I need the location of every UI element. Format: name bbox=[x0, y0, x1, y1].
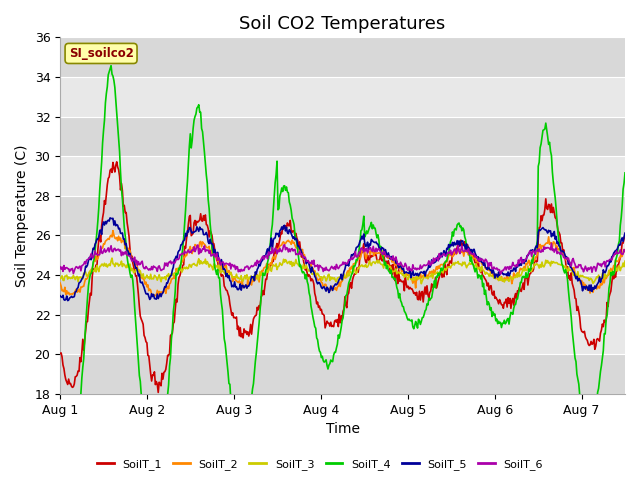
Legend: SoilT_1, SoilT_2, SoilT_3, SoilT_4, SoilT_5, SoilT_6: SoilT_1, SoilT_2, SoilT_3, SoilT_4, Soil… bbox=[93, 455, 547, 474]
SoilT_1 bbox=[158, 371, 166, 376]
SoilT_6 bbox=[202, 249, 209, 254]
Bar bbox=[60, 117, 625, 156]
SoilT_3 bbox=[157, 279, 165, 285]
Bar bbox=[60, 275, 625, 315]
Line: SoilT_5: SoilT_5 bbox=[60, 218, 625, 300]
SoilT_6 bbox=[156, 265, 164, 271]
SoilT_3 bbox=[202, 261, 210, 267]
Bar bbox=[60, 354, 625, 394]
SoilT_1 bbox=[113, 159, 120, 165]
SoilT_6 bbox=[312, 263, 319, 269]
SoilT_3 bbox=[390, 269, 398, 275]
Line: SoilT_6: SoilT_6 bbox=[60, 243, 625, 274]
SoilT_1 bbox=[314, 299, 321, 305]
SoilT_4 bbox=[314, 337, 321, 343]
SoilT_2 bbox=[314, 277, 321, 283]
SoilT_6 bbox=[497, 271, 504, 277]
Line: SoilT_3: SoilT_3 bbox=[60, 258, 625, 284]
SoilT_3 bbox=[483, 270, 491, 276]
SoilT_2 bbox=[204, 245, 211, 251]
SoilT_2 bbox=[56, 280, 64, 286]
SoilT_5 bbox=[64, 298, 72, 303]
Title: Soil CO2 Temperatures: Soil CO2 Temperatures bbox=[239, 15, 445, 33]
X-axis label: Time: Time bbox=[326, 422, 360, 436]
SoilT_3 bbox=[435, 269, 443, 275]
SoilT_6 bbox=[433, 255, 441, 261]
SoilT_5 bbox=[483, 267, 491, 273]
SoilT_5 bbox=[621, 230, 629, 236]
SoilT_2 bbox=[435, 265, 443, 271]
SoilT_6 bbox=[481, 256, 489, 262]
SoilT_4 bbox=[108, 63, 115, 69]
SoilT_1 bbox=[483, 283, 491, 289]
SoilT_4 bbox=[483, 302, 491, 308]
SoilT_5 bbox=[314, 281, 321, 287]
SoilT_1 bbox=[435, 275, 443, 280]
SoilT_6 bbox=[621, 248, 629, 254]
SoilT_5 bbox=[204, 232, 211, 238]
SoilT_4 bbox=[435, 273, 443, 278]
SoilT_5 bbox=[435, 256, 443, 262]
SoilT_1 bbox=[56, 350, 64, 356]
SoilT_4 bbox=[391, 276, 399, 281]
SoilT_5 bbox=[158, 291, 166, 297]
SoilT_3 bbox=[313, 272, 321, 278]
SoilT_2 bbox=[391, 263, 399, 268]
SoilT_2 bbox=[158, 289, 166, 295]
SoilT_1 bbox=[154, 390, 162, 396]
SoilT_6 bbox=[56, 264, 64, 270]
SoilT_3 bbox=[56, 276, 64, 282]
SoilT_3 bbox=[108, 255, 116, 261]
SoilT_2 bbox=[483, 265, 491, 271]
Line: SoilT_1: SoilT_1 bbox=[60, 162, 625, 393]
SoilT_1 bbox=[391, 277, 399, 283]
SoilT_5 bbox=[56, 293, 64, 299]
SoilT_3 bbox=[417, 281, 425, 287]
Y-axis label: Soil Temperature (C): Soil Temperature (C) bbox=[15, 144, 29, 287]
SoilT_5 bbox=[106, 215, 114, 221]
SoilT_4 bbox=[56, 455, 64, 461]
SoilT_4 bbox=[204, 180, 211, 186]
Line: SoilT_4: SoilT_4 bbox=[60, 66, 625, 480]
SoilT_1 bbox=[204, 222, 211, 228]
SoilT_6 bbox=[389, 253, 397, 259]
Text: SI_soilco2: SI_soilco2 bbox=[68, 47, 134, 60]
Bar bbox=[60, 196, 625, 235]
SoilT_5 bbox=[391, 256, 399, 262]
Bar bbox=[60, 37, 625, 77]
Line: SoilT_2: SoilT_2 bbox=[60, 230, 625, 296]
SoilT_3 bbox=[621, 258, 629, 264]
SoilT_1 bbox=[621, 234, 629, 240]
SoilT_2 bbox=[109, 228, 116, 233]
SoilT_6 bbox=[548, 240, 556, 246]
SoilT_4 bbox=[158, 449, 166, 455]
SoilT_2 bbox=[148, 293, 156, 299]
SoilT_2 bbox=[621, 249, 629, 254]
SoilT_4 bbox=[621, 170, 629, 176]
